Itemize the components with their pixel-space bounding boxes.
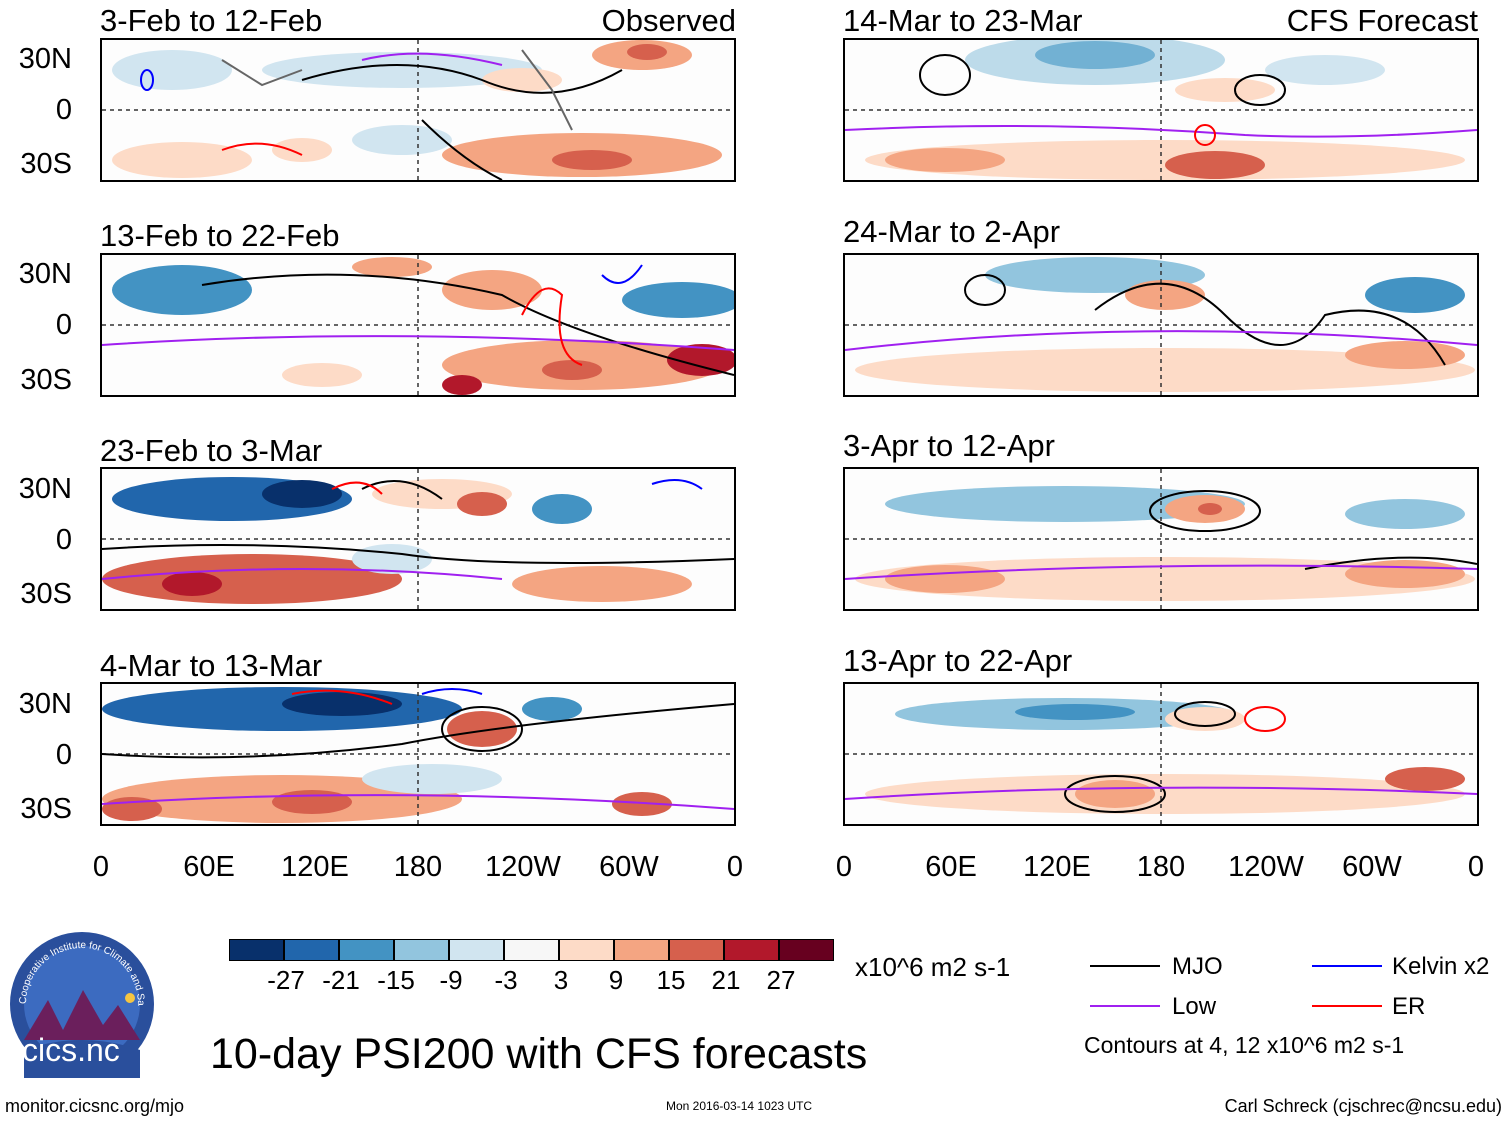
- colorbar-label: -21: [322, 965, 360, 995]
- map-panel-fcst-3: [843, 467, 1479, 611]
- colorbar-swatch: [779, 939, 834, 961]
- lat-label-eq: 0: [55, 94, 72, 126]
- panel-title-2: 14-Mar to 23-Mar: [843, 3, 1083, 38]
- colorbar-swatch: [449, 939, 504, 961]
- lon-label-60w: 60W: [1342, 851, 1402, 883]
- lon-label-0: 0: [1467, 851, 1485, 883]
- lat-label-eq: 0: [55, 524, 72, 556]
- legend-note: Contours at 4, 12 x10^6 m2 s-1: [1084, 1032, 1405, 1058]
- panel-title-8: 13-Apr to 22-Apr: [843, 643, 1073, 678]
- colorbar-swatch: [724, 939, 779, 961]
- panel-tag-forecast: CFS Forecast: [1286, 3, 1478, 38]
- colorbar-label: -15: [377, 965, 415, 995]
- legend-line-er: [1312, 1005, 1382, 1007]
- panel-title-5: 23-Feb to 3-Mar: [100, 433, 323, 468]
- legend-label-mjo: MJO: [1172, 953, 1223, 980]
- colorbar-label: 3: [553, 965, 569, 995]
- lon-label-180: 180: [1136, 851, 1186, 883]
- panel-title-7: 4-Mar to 13-Mar: [100, 648, 323, 683]
- lat-label-eq: 0: [55, 309, 72, 341]
- map-panel-fcst-2: [843, 253, 1479, 397]
- map-panel-obs-1: [100, 38, 736, 182]
- lon-label-60e: 60E: [925, 851, 977, 883]
- lat-label-eq: 0: [55, 739, 72, 771]
- lon-label-180: 180: [393, 851, 443, 883]
- cics-logo: Cooperative Institute for Climate and Sa…: [5, 922, 156, 1078]
- panel-title-3: 13-Feb to 22-Feb: [100, 218, 340, 253]
- map-panel-obs-2: [100, 253, 736, 397]
- colorbar-swatch: [669, 939, 724, 961]
- colorbar-swatch: [394, 939, 449, 961]
- colorbar-swatch: [339, 939, 394, 961]
- lat-label-30s: 30S: [20, 793, 72, 825]
- lat-label-30n: 30N: [18, 43, 72, 75]
- legend-line-kelvin: [1312, 965, 1382, 967]
- lat-label-30s: 30S: [20, 148, 72, 180]
- lat-label-30s: 30S: [20, 578, 72, 610]
- colorbar-units: x10^6 m2 s-1: [855, 952, 1011, 982]
- legend-line-mjo: [1090, 965, 1160, 967]
- lon-label-120w: 120W: [485, 851, 561, 883]
- lat-label-30n: 30N: [18, 688, 72, 720]
- colorbar-label: -3: [494, 965, 518, 995]
- colorbar-label: -9: [439, 965, 463, 995]
- lat-label-30n: 30N: [18, 473, 72, 505]
- colorbar-label: 9: [608, 965, 624, 995]
- lon-label-120e: 120E: [281, 851, 349, 883]
- legend-label-kelvin: Kelvin x2: [1392, 953, 1490, 980]
- logo-text: cics.nc: [22, 1032, 120, 1068]
- map-panel-fcst-4: [843, 682, 1479, 826]
- lon-label-0: 0: [726, 851, 744, 883]
- panel-title-6: 3-Apr to 12-Apr: [843, 428, 1055, 463]
- panel-title-4: 24-Mar to 2-Apr: [843, 214, 1061, 249]
- map-panel-obs-4: [100, 682, 736, 826]
- colorbar-label: 21: [711, 965, 741, 995]
- figure-title: 10-day PSI200 with CFS forecasts: [210, 1030, 868, 1078]
- panel-tag-observed: Observed: [601, 3, 736, 38]
- legend-line-low: [1090, 1005, 1160, 1007]
- colorbar-swatch: [614, 939, 669, 961]
- colorbar-label: 15: [656, 965, 686, 995]
- lon-label-120e: 120E: [1023, 851, 1091, 883]
- lat-label-30s: 30S: [20, 364, 72, 396]
- colorbar-swatch: [504, 939, 559, 961]
- colorbar-swatch: [559, 939, 614, 961]
- lon-label-0: 0: [835, 851, 853, 883]
- legend-label-er: ER: [1392, 993, 1426, 1020]
- lon-label-120w: 120W: [1228, 851, 1304, 883]
- map-panel-fcst-1: [843, 38, 1479, 182]
- colorbar-swatch: [284, 939, 339, 961]
- footer-author[interactable]: Carl Schreck (cjschrec@ncsu.edu): [1224, 1096, 1502, 1116]
- map-panel-obs-3: [100, 467, 736, 611]
- lat-label-30n: 30N: [18, 258, 72, 290]
- footer-timestamp: Mon 2016-03-14 1023 UTC: [666, 1099, 813, 1113]
- panel-title-1: 3-Feb to 12-Feb: [100, 3, 323, 38]
- footer-url[interactable]: monitor.cicsnc.org/mjo: [5, 1096, 185, 1116]
- lon-label-60w: 60W: [599, 851, 659, 883]
- lon-label-60e: 60E: [183, 851, 235, 883]
- lon-label-0: 0: [92, 851, 110, 883]
- colorbar-label: -27: [267, 965, 305, 995]
- colorbar-swatch: [229, 939, 284, 961]
- colorbar-label: 27: [766, 965, 796, 995]
- legend-label-low: Low: [1172, 993, 1217, 1020]
